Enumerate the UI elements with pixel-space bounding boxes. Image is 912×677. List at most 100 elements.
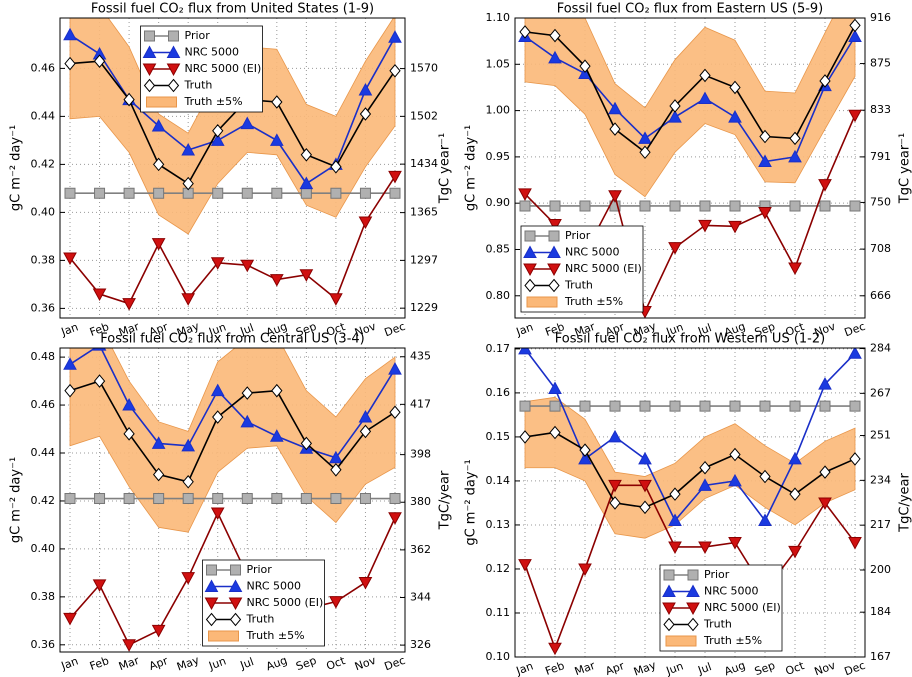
marker xyxy=(668,541,682,555)
legend: Prior NRC 5000 NRC 5000 (EI) Truth Truth ±5% xyxy=(520,225,644,313)
marker xyxy=(182,176,194,191)
marker xyxy=(122,398,136,411)
y-tick-label: 0.40 xyxy=(31,205,56,218)
marker xyxy=(63,357,77,370)
y-tick-label: 1.10 xyxy=(486,11,511,24)
marker xyxy=(212,493,224,505)
y2-axis-label: TgC/year xyxy=(898,473,912,533)
marker xyxy=(669,487,681,501)
marker xyxy=(638,451,652,465)
marker xyxy=(609,122,621,136)
y2-axis-label: TgC/year xyxy=(438,470,453,530)
x-tick-label: Oct xyxy=(784,659,807,677)
y-tick-label: 0.38 xyxy=(31,253,56,266)
marker xyxy=(639,145,651,160)
legend-marker xyxy=(168,30,179,42)
band xyxy=(69,18,396,235)
marker xyxy=(212,410,224,424)
legend-label: Prior xyxy=(565,229,591,242)
marker xyxy=(758,154,772,168)
legend-marker xyxy=(167,78,180,93)
line xyxy=(69,60,396,185)
marker xyxy=(92,348,107,351)
marker xyxy=(788,149,802,163)
marker xyxy=(699,400,711,412)
marker xyxy=(181,438,196,452)
y2-axis-label: TgC year⁻¹ xyxy=(898,133,912,204)
y-tick-label: 0.38 xyxy=(31,590,56,603)
marker xyxy=(329,450,343,464)
legend-marker xyxy=(205,612,218,627)
y-tick-label: 1.00 xyxy=(486,104,511,117)
y-tick-label: 0.15 xyxy=(486,430,511,443)
x-tick-label: Apr xyxy=(147,654,170,673)
x-tick-label: Feb xyxy=(88,320,111,339)
marker xyxy=(330,160,342,174)
legend-marker xyxy=(524,230,536,242)
line xyxy=(524,431,856,509)
y-tick-label: 0.44 xyxy=(31,446,56,459)
legend-marker xyxy=(166,63,181,77)
marker xyxy=(388,30,402,43)
marker xyxy=(698,91,712,105)
marker xyxy=(519,200,531,212)
y-tick-label: 0.10 xyxy=(486,650,511,663)
subplot: Fossil fuel CO₂ flux from United States … xyxy=(9,2,453,340)
y2-tick-label: 167 xyxy=(870,650,891,663)
marker xyxy=(153,187,165,199)
marker xyxy=(299,269,314,282)
marker xyxy=(389,187,401,199)
legend-marker xyxy=(166,45,181,58)
legend-marker xyxy=(229,612,242,627)
y-tick-label: 0.14 xyxy=(486,474,511,487)
y-tick-label: 0.48 xyxy=(31,350,56,363)
axes-frame xyxy=(59,17,406,319)
marker xyxy=(639,500,651,515)
y2-tick-label: 666 xyxy=(870,289,891,302)
y-axis-label: gC m⁻² day⁻¹ xyxy=(9,125,24,211)
marker xyxy=(519,25,531,39)
marker xyxy=(181,572,196,585)
marker xyxy=(389,405,401,420)
marker xyxy=(64,493,76,505)
marker xyxy=(819,400,831,412)
marker xyxy=(94,187,106,199)
marker xyxy=(549,28,561,43)
marker xyxy=(64,187,76,199)
y2-tick-label: 1570 xyxy=(410,62,438,75)
marker xyxy=(271,187,283,199)
marker xyxy=(240,414,255,428)
marker xyxy=(698,219,712,233)
legend-swatch xyxy=(208,630,239,642)
marker xyxy=(182,493,194,505)
marker xyxy=(579,200,591,212)
marker xyxy=(63,612,77,626)
x-tick-label: Apr xyxy=(604,659,627,677)
y-axis-label: gC m⁻² day⁻¹ xyxy=(464,459,479,545)
x-tick-label: Mar xyxy=(573,659,597,677)
y-tick-label: 0.42 xyxy=(31,494,56,507)
y2-tick-label: 1229 xyxy=(410,301,438,314)
y2-tick-label: 1434 xyxy=(410,157,438,170)
y2-tick-label: 435 xyxy=(410,350,431,363)
marker xyxy=(518,559,532,572)
marker xyxy=(269,133,284,146)
marker xyxy=(819,74,831,88)
legend-marker xyxy=(686,584,700,597)
marker xyxy=(848,348,862,359)
legend-marker xyxy=(662,584,676,597)
marker xyxy=(728,220,742,234)
chart-title: Fossil fuel CO₂ flux from Eastern US (5-… xyxy=(557,2,824,17)
legend-label: NRC 5000 xyxy=(565,246,620,259)
x-tick-label: Dec xyxy=(843,320,867,339)
marker xyxy=(300,148,313,162)
y2-tick-label: 1502 xyxy=(410,109,438,122)
marker xyxy=(728,537,742,550)
marker xyxy=(669,400,681,412)
legend-label: Truth ±5% xyxy=(246,629,305,642)
marker xyxy=(698,478,712,491)
y2-tick-label: 200 xyxy=(870,563,891,576)
marker xyxy=(609,400,621,412)
marker xyxy=(729,447,741,462)
y-tick-label: 0.12 xyxy=(486,562,511,575)
